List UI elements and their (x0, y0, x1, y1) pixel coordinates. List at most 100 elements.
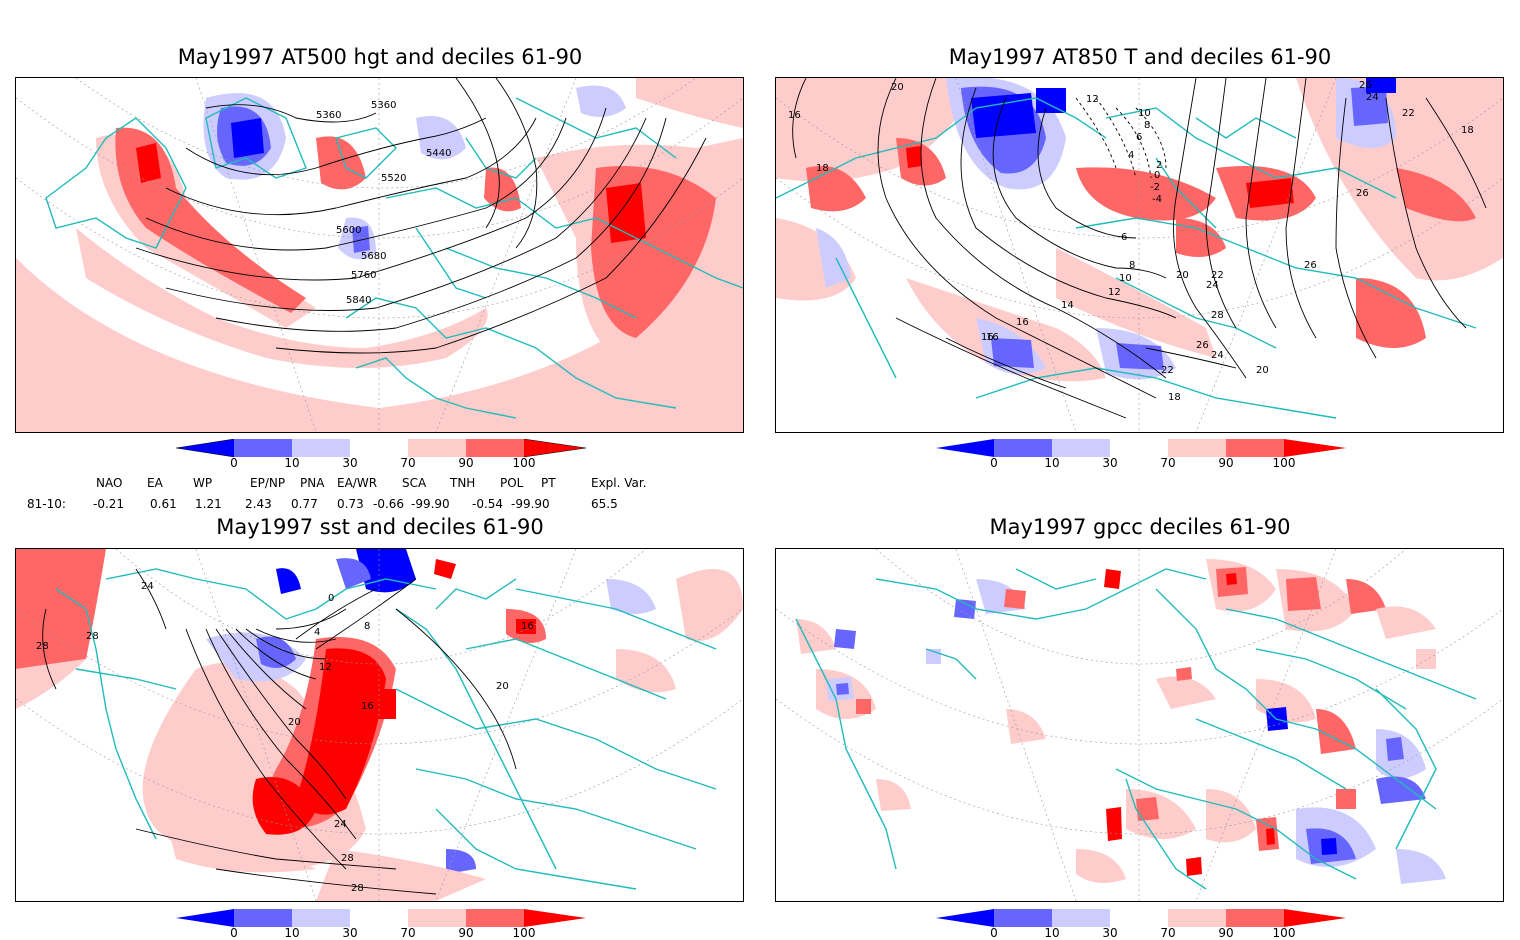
colorbar-seg (1284, 909, 1346, 927)
contour-label: 8 (1144, 120, 1150, 131)
index-value: 1.21 (195, 497, 222, 511)
colorbar-seg (408, 909, 466, 927)
colorbar-seg (176, 439, 234, 457)
colorbar-label: 30 (1102, 926, 1118, 940)
colorbar-seg (524, 909, 586, 927)
contour-label: 5440 (426, 148, 451, 159)
index-header: EA (147, 476, 163, 490)
contour-label: 5760 (351, 270, 376, 281)
colorbar-seg (466, 909, 524, 927)
map-panel-sst: 28 24 28 0 4 8 12 16 16 20 20 24 28 28 (15, 548, 744, 902)
contour-label: 5520 (381, 173, 406, 184)
contour-label: 24 (1206, 280, 1219, 291)
index-header: Expl. Var. (591, 476, 647, 490)
contour-label: 16 (981, 332, 994, 343)
index-value: -99.90 (511, 497, 550, 511)
contour-label: 20 (1176, 270, 1189, 281)
colorbar-label: 10 (1044, 926, 1060, 940)
index-header: PNA (300, 476, 325, 490)
colorbar-label: 70 (400, 456, 416, 470)
colorbar-label: 90 (458, 456, 474, 470)
contour-label: 5360 (371, 100, 396, 111)
index-value: 2.43 (245, 497, 272, 511)
colorbar-label: 70 (1160, 926, 1176, 940)
map-panel-at850: 20 16 18 12 10 8 6 4 2 0 -2 -4 26 24 22 … (775, 77, 1504, 433)
index-row-label: 81-10: (27, 497, 66, 511)
contour-label: 26 (1356, 188, 1369, 199)
contour-label: 8 (1129, 260, 1135, 271)
colorbar-seg (350, 439, 408, 457)
contour-label: 6 (1136, 132, 1142, 143)
colorbar-seg (234, 439, 292, 457)
colorbar-p2: 0 10 30 70 90 100 (936, 439, 1348, 473)
contour-label: 28 (36, 641, 49, 652)
contour-label: 20 (891, 82, 904, 93)
contour-label: 4 (314, 627, 320, 638)
panel-4-title: May1997 gpcc deciles 61-90 (989, 515, 1291, 539)
contour-label: 26 (1359, 80, 1372, 91)
colorbar-label: 0 (990, 926, 998, 940)
contour-label: 4 (1128, 150, 1134, 161)
contour-label: 24 (141, 581, 154, 592)
index-header: NAO (96, 476, 123, 490)
colorbar-label: 10 (284, 926, 300, 940)
index-header: EP/NP (250, 476, 286, 490)
contour-label: 24 (1366, 92, 1379, 103)
contour-label: 16 (986, 332, 999, 343)
contour-label: 28 (86, 631, 99, 642)
colorbar-seg (936, 439, 994, 457)
contour-label: 0 (1154, 170, 1160, 181)
colorbar-label: 90 (458, 926, 474, 940)
colorbar-p4: 0 10 30 70 90 100 (936, 909, 1348, 940)
contour-label: 26 (1196, 340, 1209, 351)
colorbar-label: 100 (512, 456, 536, 470)
colorbar-label: 10 (1044, 456, 1060, 470)
contour-label: 20 (288, 717, 301, 728)
index-value: -99.90 (411, 497, 450, 511)
colorbar-seg (292, 909, 350, 927)
contour-label: 20 (1256, 365, 1269, 376)
contour-label: 24 (1211, 350, 1224, 361)
index-header: POL (500, 476, 524, 490)
contour-label: 10 (1138, 108, 1151, 119)
contour-label: 18 (1461, 125, 1474, 136)
colorbar-p3: 0 10 30 70 90 100 (176, 909, 588, 940)
contour-label: -4 (1152, 194, 1162, 205)
colorbar-seg (350, 909, 408, 927)
index-header: SCA (402, 476, 427, 490)
colorbar-seg (1052, 909, 1110, 927)
index-value: -0.54 (472, 497, 504, 511)
colorbar-label: 70 (1160, 456, 1176, 470)
contour-label: 20 (496, 681, 509, 692)
index-header: PT (541, 476, 556, 490)
colorbar-seg (408, 439, 466, 457)
contour-label: 22 (1161, 365, 1174, 376)
contour-label: 22 (1402, 108, 1415, 119)
index-value: -0.21 (93, 497, 125, 511)
colorbar-seg (1168, 909, 1226, 927)
map-gpcc-canvas (776, 549, 1503, 901)
colorbar-label: 0 (990, 456, 998, 470)
contour-label: 18 (816, 163, 829, 174)
map-panel-at500: 5360 5360 5440 5520 5600 5680 5760 5840 (15, 77, 744, 433)
contour-label: 10 (1119, 273, 1132, 284)
index-value: 65.5 (591, 497, 618, 511)
index-value: 0.61 (150, 497, 177, 511)
colorbar-label: 100 (1272, 926, 1296, 940)
colorbar-label: 90 (1218, 456, 1234, 470)
contour-label: 0 (328, 593, 334, 604)
colorbar-label: 100 (512, 926, 536, 940)
colorbar-label: 30 (342, 456, 358, 470)
contour-label: 8 (364, 621, 370, 632)
contour-label: 16 (521, 621, 534, 632)
contour-label: 12 (319, 662, 332, 673)
index-header: TNH (450, 476, 476, 490)
colorbar-seg (176, 909, 234, 927)
contour-label: 28 (351, 883, 364, 894)
index-header: WP (193, 476, 213, 490)
colorbar-seg (466, 439, 524, 457)
map-panel-gpcc (775, 548, 1504, 902)
contour-label: 5360 (316, 110, 341, 121)
contour-label: 24 (334, 819, 347, 830)
map-at500-canvas: 5360 5360 5440 5520 5600 5680 5760 5840 (16, 78, 743, 432)
